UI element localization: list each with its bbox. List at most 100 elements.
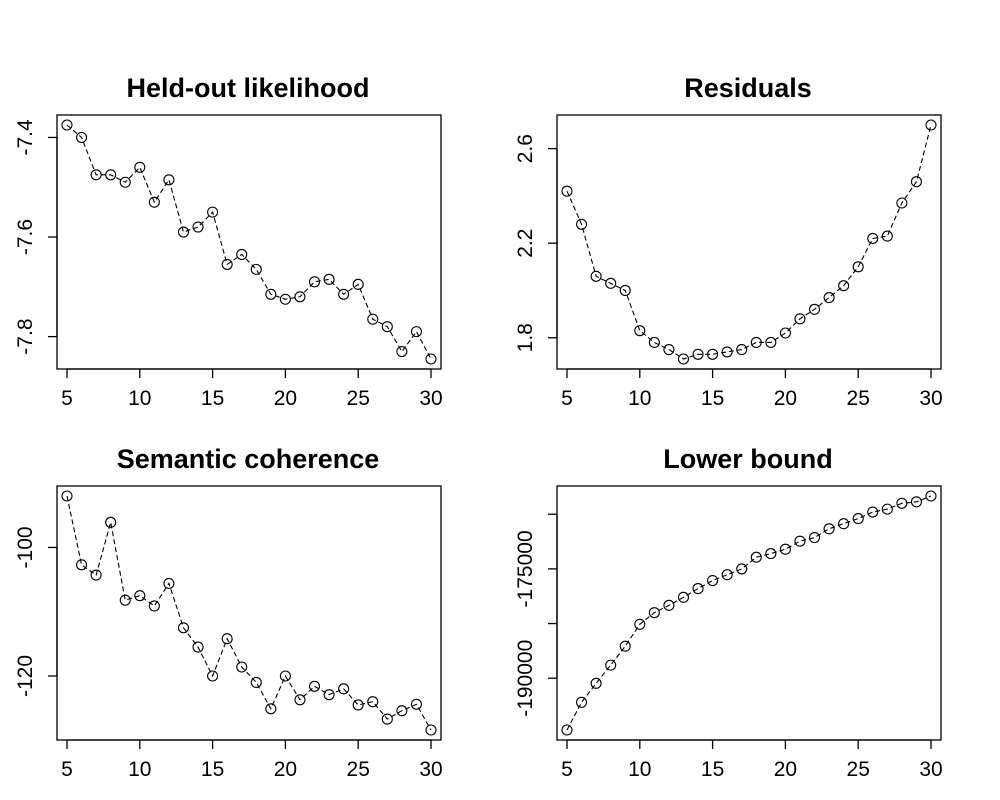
data-point — [692, 583, 704, 595]
data-point — [148, 600, 160, 612]
y-tick-label: -190000 — [514, 640, 537, 717]
y-tick-label: -7.8 — [14, 319, 37, 355]
data-point — [177, 226, 190, 238]
y-tick-label: -100 — [14, 526, 37, 568]
data-point — [177, 622, 190, 634]
panel-title: Semantic coherence — [117, 444, 380, 474]
data-point — [663, 343, 675, 356]
data-point — [294, 694, 306, 706]
data-point — [279, 293, 291, 305]
data-point — [896, 497, 908, 509]
data-point — [294, 291, 306, 303]
x-tick-label: 30 — [419, 387, 442, 410]
y-tick-label: 2.2 — [514, 229, 537, 258]
data-point — [105, 516, 117, 528]
data-series — [61, 119, 437, 365]
data-point — [590, 270, 602, 282]
data-point — [352, 699, 364, 711]
data-point — [105, 169, 117, 181]
data-point — [576, 696, 588, 708]
x-tick-label: 25 — [347, 387, 370, 410]
data-point — [881, 230, 893, 242]
data-point — [779, 327, 791, 339]
data-series — [561, 490, 937, 736]
data-point — [561, 185, 573, 197]
data-point — [852, 513, 864, 525]
data-point — [707, 348, 719, 360]
data-point — [808, 303, 821, 315]
y-tick-label: -120 — [14, 655, 37, 697]
y-tick-label: -175000 — [514, 530, 537, 607]
data-point — [896, 197, 908, 209]
data-series — [561, 119, 937, 365]
panel-semantic-coherence: Semantic coherence 5 10 15 20 25 30 -100 -120 — [14, 444, 443, 781]
data-point — [808, 531, 821, 544]
data-point — [76, 559, 88, 571]
x-axis: 5 10 15 20 25 30 — [561, 368, 943, 410]
data-point — [279, 670, 291, 682]
x-tick-label: 20 — [774, 387, 797, 410]
data-point — [561, 724, 573, 736]
y-axis: -100 -120 — [14, 526, 58, 697]
x-tick-label: 15 — [201, 387, 224, 410]
data-point — [396, 345, 408, 358]
data-point — [381, 713, 393, 725]
data-point — [750, 551, 762, 563]
data-point — [736, 563, 748, 575]
x-tick-label: 10 — [128, 758, 151, 781]
data-point — [677, 353, 690, 365]
data-point — [779, 543, 791, 555]
data-point — [308, 276, 321, 288]
x-tick-label: 25 — [347, 758, 370, 781]
data-point — [236, 661, 248, 673]
y-axis: 1.8 2.2 2.6 — [514, 134, 558, 352]
data-point — [163, 174, 175, 186]
y-tick-label: 1.8 — [514, 323, 537, 352]
data-point — [619, 284, 631, 297]
data-point — [163, 577, 175, 589]
data-point — [619, 640, 631, 652]
data-point — [736, 343, 748, 356]
data-point — [323, 689, 335, 701]
data-point — [134, 161, 146, 173]
x-tick-label: 25 — [847, 758, 870, 781]
data-point — [367, 696, 379, 708]
x-axis: 5 10 15 20 25 30 — [561, 739, 943, 781]
data-point — [207, 206, 219, 218]
data-series — [61, 490, 437, 736]
x-tick-label: 10 — [128, 387, 151, 410]
panel-held-out-likelihood: Held-out likelihood 5 10 15 20 25 30 -7.4 -7.6… — [14, 73, 443, 410]
data-point — [721, 346, 733, 358]
data-point — [867, 232, 879, 244]
data-point — [852, 261, 864, 273]
data-point — [76, 131, 88, 143]
x-tick-label: 25 — [847, 387, 870, 410]
x-axis: 5 10 15 20 25 30 — [61, 739, 443, 781]
x-tick-label: 20 — [274, 387, 297, 410]
x-tick-label: 5 — [561, 758, 573, 781]
panel-residuals: Residuals 5 10 15 20 25 30 1.8 2.2 2.6 — [514, 73, 943, 410]
series-line — [66, 495, 432, 731]
panel-title: Held-out likelihood — [127, 73, 370, 103]
data-point — [410, 326, 422, 338]
y-tick-label: -7.6 — [14, 219, 37, 255]
data-point — [750, 336, 762, 349]
data-point — [119, 594, 131, 606]
data-point — [367, 313, 379, 325]
x-tick-label: 30 — [419, 758, 442, 781]
data-point — [910, 176, 922, 188]
series-line — [66, 124, 432, 360]
data-point — [692, 348, 704, 360]
x-axis: 5 10 15 20 25 30 — [61, 368, 443, 410]
y-tick-label: -7.4 — [14, 119, 37, 156]
y-axis: -7.4 -7.6 -7.8 — [14, 119, 58, 355]
data-point — [794, 313, 806, 325]
x-tick-label: 10 — [628, 758, 651, 781]
data-point — [352, 278, 364, 290]
data-point — [323, 273, 335, 285]
data-point — [838, 518, 850, 530]
panel-lower-bound: Lower bound 5 10 15 20 25 30 -190000 -175000 — [514, 444, 943, 781]
x-tick-label: 30 — [919, 387, 942, 410]
data-point — [823, 291, 835, 304]
